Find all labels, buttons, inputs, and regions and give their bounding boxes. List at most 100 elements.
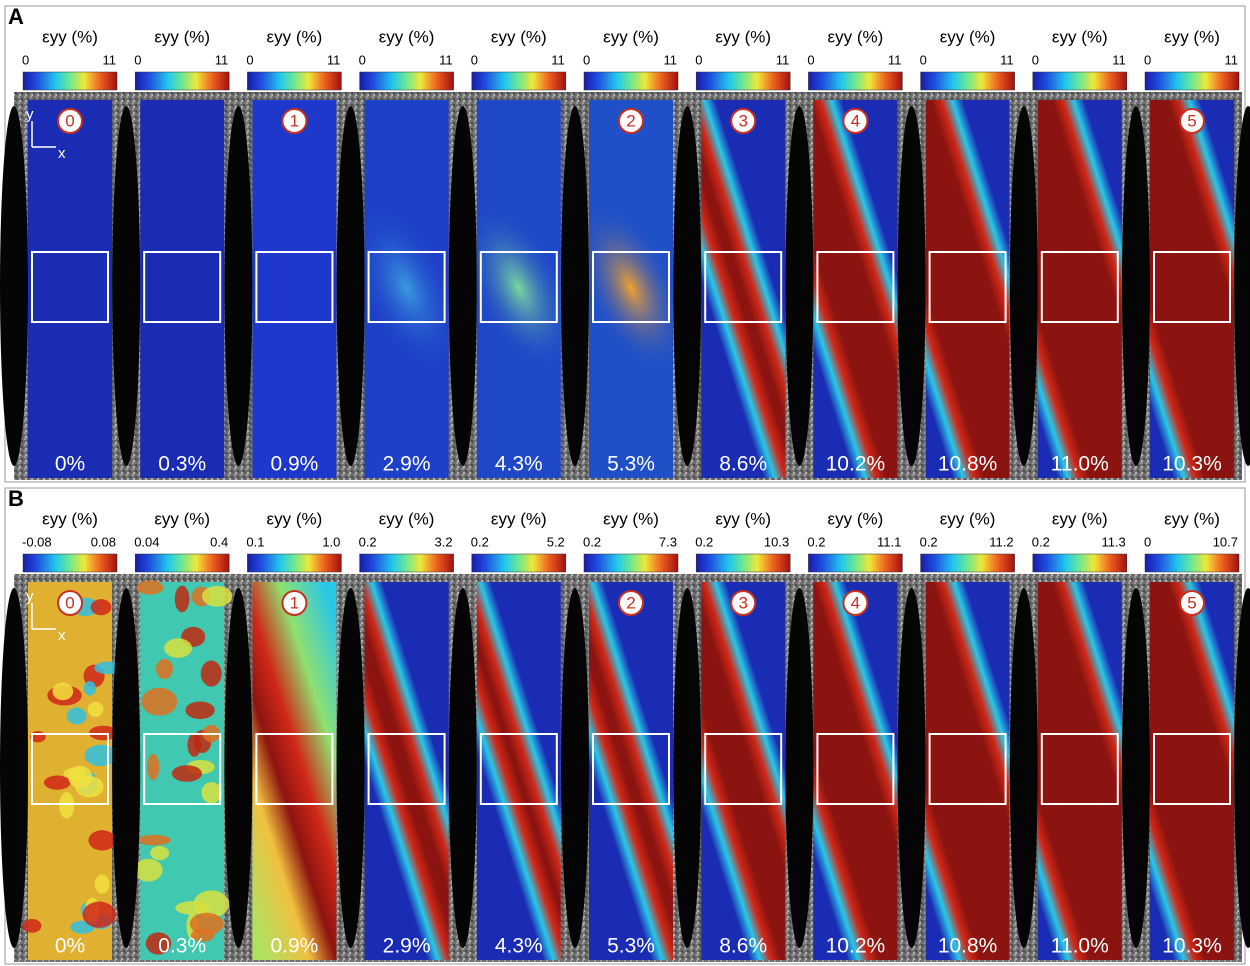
colorbar [359,71,454,91]
colorbar-min: 0.2 [807,534,825,549]
colorbar-title: εyy (%) [1052,27,1108,46]
roi-box [704,733,783,805]
colorbar-max: 11 [664,52,678,67]
strain-blob [90,599,112,616]
colorbar [920,71,1015,91]
strain-label: 5.3% [607,935,655,958]
specimen-gap [1234,588,1250,948]
strain-label: 0.3% [158,453,206,476]
stage-marker [281,108,308,134]
colorbar [359,553,454,573]
strain-blob [94,874,110,894]
strain-field [701,100,786,478]
colorbar-min: 0 [583,52,590,67]
strain-blob [164,638,193,658]
stage-marker-label: 4 [851,111,860,130]
strain-blob [66,707,87,725]
specimen-gap [112,106,141,466]
colorbar-max: 3.2 [435,534,453,549]
specimen-gap [673,106,702,466]
strain-label: 0% [55,935,85,958]
strain-label: 10.3% [1162,453,1222,476]
strain-blob [136,580,164,595]
colorbar-max: 11 [776,52,790,67]
strain-blob [84,744,118,767]
strain-blob [87,701,104,717]
strain-field [28,100,112,478]
stage-marker [281,590,308,616]
strain-field [364,582,449,960]
stage-marker-label: 1 [290,111,299,130]
colorbar-min: 0 [807,52,814,67]
colorbar-min: 0 [920,52,927,67]
colorbar [695,71,791,91]
colorbar-title: εyy (%) [42,27,98,46]
roi-box [928,733,1007,805]
colorbar [134,553,230,573]
colorbar-min: 0.2 [920,534,938,549]
colorbar-title: εyy (%) [603,509,659,528]
colorbar-max: 10.3 [764,534,789,549]
colorbar-title: εyy (%) [379,27,435,46]
colorbar-title: εyy (%) [491,27,547,46]
strain-blob [88,830,116,851]
stage-marker-label: 3 [738,593,747,612]
roi-box [367,251,446,323]
strain-field [140,100,225,478]
colorbar-max: 11 [327,52,341,67]
roi-box [479,733,558,805]
strain-blob [201,782,222,804]
colorbar [583,553,679,573]
colorbar-max: 7.3 [659,534,677,549]
specimen-gap [224,106,253,466]
roi-box [592,733,670,805]
colorbar-max: 11 [103,52,117,67]
axis-label: y [26,106,34,123]
strain-field [1037,100,1122,478]
colorbar-min: 0 [134,52,141,67]
colorbar-title: εyy (%) [940,27,996,46]
strain-blob [83,681,96,696]
colorbar-max: 5.2 [547,534,565,549]
colorbar [471,553,567,573]
stage-marker [730,108,757,134]
colorbar-title: εyy (%) [828,27,884,46]
strain-blob [174,585,190,613]
specimen-gap [336,106,365,466]
colorbar [1144,71,1240,91]
specimen-gap [785,106,814,466]
colorbar [1144,553,1240,573]
strain-field [252,100,337,478]
colorbar-max: 11 [215,52,229,67]
strain-label: 0.3% [158,935,206,958]
strain-label: 4.3% [495,935,543,958]
colorbar-max: 11 [1112,52,1126,67]
stage-marker [618,108,644,134]
stage-marker-label: 4 [851,593,860,612]
colorbar [808,71,903,91]
specimen-gap [1234,106,1250,466]
strain-blob [171,765,202,782]
strain-label: 2.9% [383,935,431,958]
specimen-gap [112,588,141,948]
strain-blob [463,204,574,372]
strain-field [701,582,786,960]
colorbar-max: 11.1 [877,534,901,549]
colorbar-max: 11.2 [989,534,1013,549]
strain-label: 10.3% [1162,935,1222,958]
strain-label: 2.9% [383,453,431,476]
colorbar-max: 10.7 [1213,534,1238,549]
colorbar [1032,71,1128,91]
strain-blob [141,687,178,716]
colorbar-title: εyy (%) [1164,509,1220,528]
roi-box [928,251,1007,323]
colorbar [808,553,903,573]
strain-label: 10.2% [826,453,886,476]
specimen-gap [1122,588,1150,948]
panel-label: A [8,4,24,29]
colorbar-title: εyy (%) [940,509,996,528]
strain-field [1150,100,1234,478]
strain-label: 0% [55,453,85,476]
roi-box [1040,251,1119,323]
